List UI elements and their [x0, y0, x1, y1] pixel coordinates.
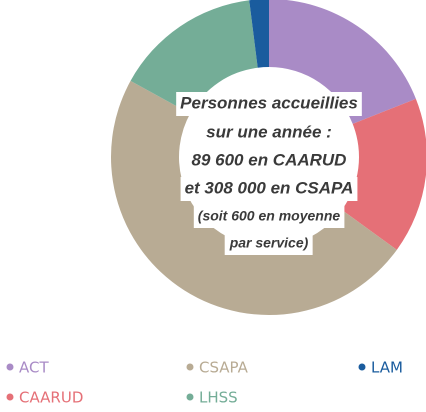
legend-marker [186, 393, 194, 401]
center-line: et 308 000 en CSAPA [180, 177, 358, 201]
text-box [193, 206, 345, 228]
center-text: sur une année : [206, 122, 332, 141]
donut-segment [249, 0, 269, 68]
center-line: par service) [224, 233, 313, 255]
legend-label: CAARUD [19, 389, 83, 407]
text-box [187, 149, 351, 173]
donut-segment [130, 0, 258, 114]
center-text: par service) [229, 235, 309, 251]
text-box [202, 121, 336, 145]
center-text: et 308 000 en CSAPA [185, 178, 354, 197]
center-line: Personnes accueillies [176, 92, 362, 116]
legend-marker [358, 363, 366, 371]
text-box [224, 233, 313, 255]
text-box [180, 177, 358, 201]
donut-segment [269, 0, 416, 124]
legend-marker [186, 363, 194, 371]
center-line: 89 600 en CAARUD [187, 149, 351, 173]
legend-marker [6, 393, 14, 401]
legend-label: LAM [371, 359, 403, 377]
center-text: (soit 600 en moyenne [198, 208, 341, 224]
legend-label: CSAPA [199, 359, 249, 377]
center-line: sur une année : [202, 121, 336, 145]
legend-label: ACT [19, 359, 49, 377]
center-line: (soit 600 en moyenne [193, 206, 345, 228]
legend-marker [6, 363, 14, 371]
donut-segment [341, 98, 426, 250]
legend-label: LHSS [199, 389, 238, 407]
center-text: Personnes accueillies [180, 93, 358, 112]
text-box [176, 92, 362, 116]
center-text: 89 600 en CAARUD [192, 150, 347, 169]
donut-segment [111, 80, 397, 316]
